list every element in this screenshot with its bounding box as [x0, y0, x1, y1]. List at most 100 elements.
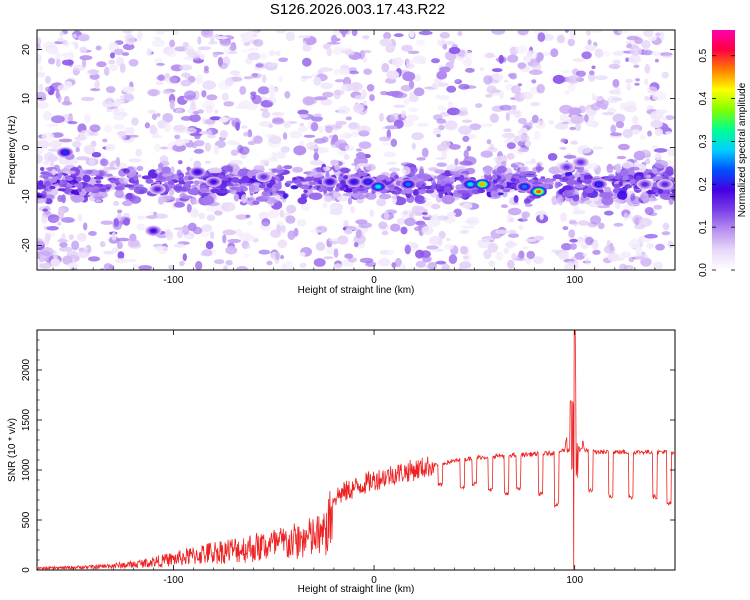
- heatmap-cell: [138, 265, 153, 270]
- heatmap-cell: [376, 198, 386, 207]
- heatmap-cell: [136, 223, 146, 231]
- heatmap-cell: [524, 199, 532, 204]
- heatmap-cell: [400, 226, 408, 235]
- heatmap-cell: [425, 265, 434, 269]
- heatmap-cell: [207, 134, 217, 139]
- heatmap-cell: [524, 203, 533, 207]
- heatmap-cell: [612, 113, 626, 123]
- heatmap-band-cell: [510, 177, 517, 182]
- snr-x-ticks: -100 0 100: [52, 330, 676, 586]
- heatmap-cell: [344, 253, 354, 259]
- heatmap-band-cell: [671, 188, 675, 194]
- heatmap-cell: [539, 213, 544, 221]
- heatmap-cell: [531, 79, 537, 84]
- heatmap-cell: [181, 72, 191, 78]
- heatmap-cell: [190, 208, 199, 218]
- heatmap-cell: [513, 195, 519, 203]
- colorbar-tick-label: 0.1: [698, 220, 709, 234]
- heatmap-cell: [323, 44, 332, 47]
- heatmap-cell: [103, 250, 116, 255]
- heatmap-cell: [201, 90, 207, 98]
- heatmap-band-cell: [232, 183, 240, 187]
- heatmap-cell: [46, 123, 59, 127]
- heatmap-cell: [517, 148, 529, 153]
- heatmap-cell: [434, 213, 439, 218]
- heatmap-cell: [662, 222, 670, 231]
- heatmap-cell: [38, 258, 46, 263]
- heatmap-cell: [404, 217, 416, 227]
- heatmap-cell: [278, 75, 284, 83]
- heatmap-cell: [309, 229, 323, 233]
- heatmap-cell: [313, 258, 326, 267]
- heatmap-cell: [268, 124, 274, 128]
- heatmap-cell: [119, 132, 127, 140]
- heatmap-cell: [168, 264, 174, 270]
- heatmap-cell: [57, 221, 62, 226]
- heatmap-cell: [600, 104, 608, 110]
- heatmap-cell: [436, 134, 441, 138]
- heatmap-cell: [487, 242, 499, 253]
- heatmap-cell: [344, 144, 355, 152]
- heatmap-cell: [653, 148, 668, 153]
- heatmap-cell: [61, 232, 66, 242]
- heatmap-cell: [181, 195, 193, 199]
- heatmap-cell: [601, 111, 615, 116]
- heatmap-hotspot: [521, 184, 528, 189]
- heatmap-cell: [247, 52, 261, 61]
- heatmap-cell: [655, 109, 668, 114]
- heatmap-cell: [584, 257, 590, 266]
- heatmap-cell: [113, 162, 128, 170]
- heatmap-cell: [652, 167, 658, 175]
- heatmap-cell: [566, 75, 580, 84]
- heatmap-cell: [390, 223, 401, 232]
- heatmap-cell: [186, 203, 192, 213]
- heatmap-band-cell: [114, 186, 124, 191]
- heatmap-cell: [631, 129, 640, 135]
- heatmap-cell: [203, 69, 210, 74]
- heatmap-cell: [147, 109, 157, 115]
- heatmap-cell: [351, 130, 359, 138]
- heatmap-cell: [334, 139, 347, 149]
- heatmap-cell: [297, 126, 308, 133]
- heatmap-cell: [136, 215, 146, 220]
- heatmap-cell: [412, 189, 420, 196]
- heatmap-cell: [70, 195, 83, 202]
- heatmap-cell: [622, 128, 633, 139]
- heatmap-cell: [239, 146, 250, 155]
- heatmap-cell: [432, 82, 437, 89]
- heatmap-cell: [89, 124, 101, 132]
- heatmap-cell: [613, 222, 624, 227]
- heatmap-cell: [253, 39, 264, 47]
- heatmap-cell: [313, 96, 328, 101]
- heatmap-cell: [297, 109, 309, 115]
- heatmap-cell: [521, 211, 531, 219]
- heatmap-band-cell: [635, 175, 642, 180]
- heatmap-cell: [644, 233, 658, 239]
- heatmap-cell: [285, 31, 296, 42]
- heatmap-cell: [71, 33, 78, 39]
- heatmap-cell: [369, 94, 375, 102]
- heatmap-cell: [221, 92, 229, 101]
- heatmap-cell: [57, 94, 62, 103]
- heatmap-cell: [54, 41, 63, 45]
- heatmap-cell: [421, 212, 428, 215]
- heatmap-hotspot: [405, 182, 411, 187]
- heatmap-cell: [524, 140, 532, 148]
- heatmap-cell: [517, 83, 523, 87]
- heatmap-cell: [564, 90, 570, 95]
- heatmap-cell: [485, 52, 495, 59]
- heatmap-cell: [588, 163, 599, 170]
- heatmap-band-cell: [300, 186, 308, 189]
- heatmap-cell: [157, 196, 165, 205]
- heatmap-cell: [574, 252, 586, 260]
- heatmap-cell: [162, 113, 174, 123]
- heatmap-cell: [574, 183, 586, 189]
- heatmap-cell: [280, 225, 286, 234]
- y-tick-label: -10: [21, 189, 32, 204]
- heatmap-cell: [212, 52, 219, 58]
- heatmap-cell: [51, 115, 65, 124]
- colorbar-tick-label: 0.3: [698, 134, 709, 148]
- heatmap-cell: [280, 254, 285, 260]
- heatmap-cell: [58, 207, 66, 214]
